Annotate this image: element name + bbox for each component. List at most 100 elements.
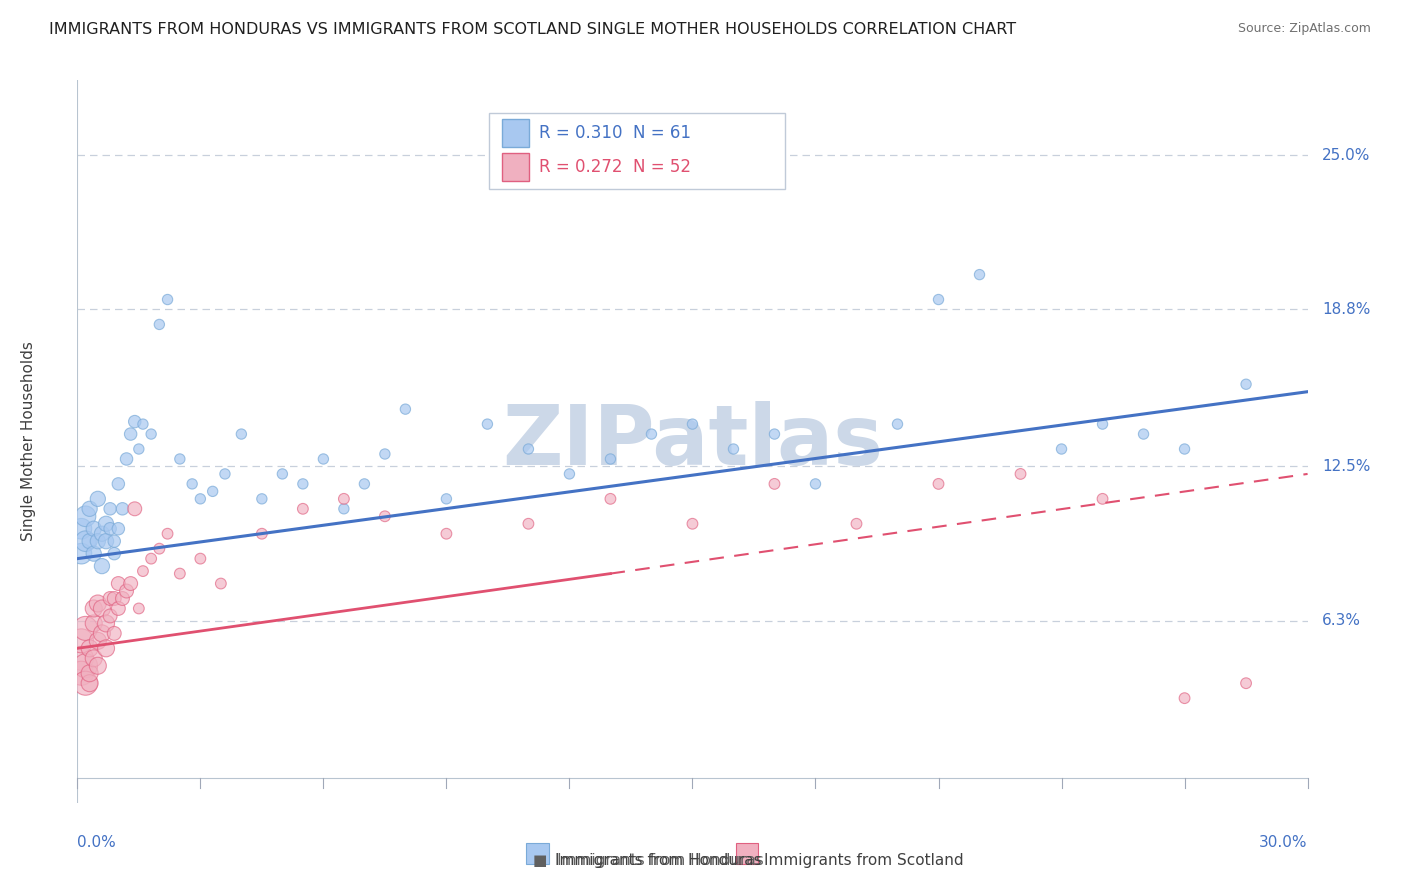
Text: 30.0%: 30.0%: [1260, 835, 1308, 850]
Point: [333, 501, 356, 516]
Point: [83, 547, 105, 561]
Point: [103, 534, 125, 549]
Point: [928, 476, 950, 491]
Point: [599, 452, 621, 467]
Point: [124, 501, 146, 516]
Point: [312, 452, 335, 467]
Point: [181, 476, 204, 491]
Point: [132, 564, 155, 578]
Point: [70, 666, 93, 681]
Point: [103, 547, 125, 561]
Point: [70, 547, 93, 561]
Text: ZIPatlas: ZIPatlas: [502, 401, 883, 482]
Point: [103, 591, 125, 606]
Text: 18.8%: 18.8%: [1323, 302, 1371, 317]
Point: [128, 601, 150, 615]
Point: [1174, 442, 1197, 456]
Point: [682, 516, 704, 531]
Point: [98, 501, 121, 516]
Point: [94, 616, 117, 631]
Point: [374, 447, 396, 461]
Point: [83, 601, 105, 615]
Point: [79, 641, 101, 656]
FancyBboxPatch shape: [489, 112, 785, 189]
Point: [969, 268, 991, 282]
Text: Immigrants from Scotland: Immigrants from Scotland: [763, 854, 963, 869]
Point: [517, 442, 540, 456]
Point: [845, 516, 868, 531]
Point: [1091, 491, 1114, 506]
Point: [214, 467, 236, 481]
Point: [87, 658, 110, 673]
Point: [83, 522, 105, 536]
Point: [107, 601, 129, 615]
Text: 6.3%: 6.3%: [1323, 614, 1361, 629]
Point: [107, 522, 129, 536]
Point: [75, 621, 97, 635]
Point: [103, 626, 125, 640]
Point: [148, 541, 170, 556]
Point: [107, 476, 129, 491]
Point: [90, 559, 114, 574]
Point: [209, 576, 232, 591]
Point: [436, 526, 458, 541]
Text: Immigrants from Honduras: Immigrants from Honduras: [555, 854, 761, 869]
Point: [1234, 377, 1257, 392]
Point: [394, 402, 416, 417]
Point: [141, 427, 163, 442]
Point: [90, 526, 114, 541]
Point: [141, 551, 163, 566]
Point: [201, 484, 224, 499]
Point: [111, 501, 134, 516]
Point: [188, 491, 212, 506]
Point: [79, 676, 101, 690]
FancyBboxPatch shape: [502, 120, 529, 147]
Point: [169, 566, 191, 581]
Point: [1174, 691, 1197, 706]
Point: [477, 417, 499, 431]
Point: [94, 641, 117, 656]
Text: Source: ZipAtlas.com: Source: ZipAtlas.com: [1237, 22, 1371, 36]
Point: [353, 476, 375, 491]
Point: [271, 467, 294, 481]
Text: 0.0%: 0.0%: [77, 835, 117, 850]
Point: [120, 427, 142, 442]
Point: [107, 576, 129, 591]
Point: [98, 609, 121, 624]
Point: [98, 591, 121, 606]
Point: [87, 597, 110, 611]
Point: [75, 534, 97, 549]
Text: R = 0.272  N = 52: R = 0.272 N = 52: [538, 158, 690, 176]
Text: IMMIGRANTS FROM HONDURAS VS IMMIGRANTS FROM SCOTLAND SINGLE MOTHER HOUSEHOLDS CO: IMMIGRANTS FROM HONDURAS VS IMMIGRANTS F…: [49, 22, 1017, 37]
Point: [804, 476, 827, 491]
Point: [1132, 427, 1154, 442]
Point: [436, 491, 458, 506]
Text: ■  Immigrants from Honduras: ■ Immigrants from Honduras: [533, 854, 763, 869]
Point: [763, 427, 786, 442]
Point: [156, 293, 179, 307]
Point: [111, 591, 134, 606]
Point: [333, 491, 356, 506]
Point: [115, 452, 138, 467]
Point: [75, 509, 97, 524]
Point: [928, 293, 950, 307]
Point: [169, 452, 191, 467]
Point: [70, 522, 93, 536]
Point: [87, 491, 110, 506]
Point: [723, 442, 745, 456]
Text: 12.5%: 12.5%: [1323, 459, 1371, 474]
Point: [599, 491, 621, 506]
Point: [120, 576, 142, 591]
Point: [1091, 417, 1114, 431]
Point: [124, 415, 146, 429]
Point: [83, 616, 105, 631]
Point: [682, 417, 704, 431]
Point: [291, 476, 314, 491]
Point: [98, 522, 121, 536]
Point: [640, 427, 662, 442]
Point: [75, 658, 97, 673]
Point: [1050, 442, 1073, 456]
Point: [148, 318, 170, 332]
Point: [94, 534, 117, 549]
Point: [70, 633, 93, 648]
